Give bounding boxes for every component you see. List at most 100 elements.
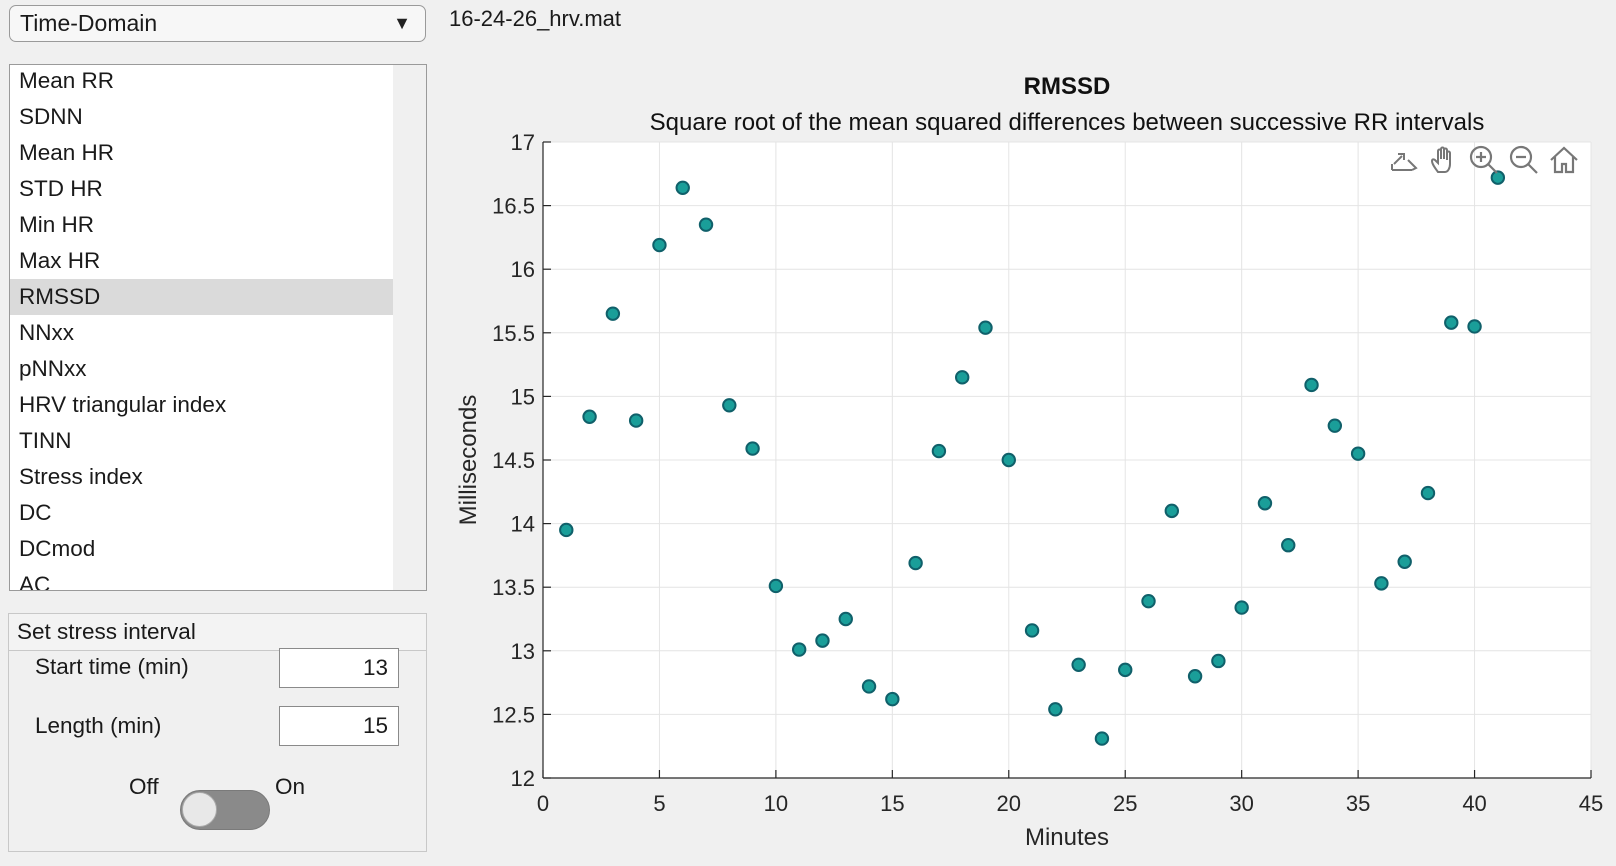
data-point xyxy=(1048,702,1063,717)
y-tick-label: 12 xyxy=(511,766,535,791)
data-point xyxy=(1327,418,1343,433)
data-point xyxy=(582,409,597,424)
data-point xyxy=(908,555,923,571)
data-point xyxy=(722,398,737,413)
data-point xyxy=(768,578,784,594)
y-tick-label: 13 xyxy=(511,639,535,664)
toggle-knob[interactable] xyxy=(182,792,217,827)
y-tick-label: 14.5 xyxy=(492,448,535,473)
metrics-listbox[interactable]: Mean RR SDNN Mean HR STD HR Min HR Max HR RMSS… xyxy=(9,64,427,591)
toggle-off-label: Off xyxy=(129,774,159,799)
chart-title: RMSSD xyxy=(1024,73,1111,100)
list-item[interactable]: DC xyxy=(19,500,52,525)
data-point xyxy=(1094,731,1110,746)
data-point xyxy=(1257,496,1273,511)
y-axis-label: Milliseconds xyxy=(455,395,482,526)
data-point xyxy=(1211,653,1226,669)
data-point xyxy=(652,237,667,253)
list-item[interactable]: HRV triangular index xyxy=(19,392,227,417)
data-point xyxy=(955,370,970,385)
y-tick-label: 13.5 xyxy=(492,575,535,600)
x-tick-label: 25 xyxy=(1113,791,1137,816)
data-point xyxy=(1071,657,1086,672)
data-point xyxy=(1490,170,1506,185)
x-tick-label: 20 xyxy=(997,791,1021,816)
list-item[interactable]: Mean RR xyxy=(19,68,115,93)
data-point xyxy=(1420,485,1436,501)
data-point xyxy=(1001,452,1016,468)
start-time-label: Start time (min) xyxy=(35,654,189,679)
data-point xyxy=(815,633,830,648)
y-tick-label: 17 xyxy=(511,130,535,155)
data-point xyxy=(1164,503,1180,519)
list-item[interactable]: pNNxx xyxy=(19,356,87,381)
data-point xyxy=(1467,319,1482,334)
list-item[interactable]: DCmod xyxy=(19,536,96,561)
stress-interval-panel: Set stress interval Start time (min) 13 … xyxy=(8,613,427,852)
panel-title: Set stress interval xyxy=(9,614,426,651)
dropdown-selected-value: Time-Domain xyxy=(20,10,158,36)
list-item[interactable]: Max HR xyxy=(19,248,101,273)
analysis-type-dropdown[interactable]: Time-Domain ▼ xyxy=(9,5,426,42)
x-tick-label: 0 xyxy=(537,791,549,816)
data-point xyxy=(559,522,574,538)
data-point xyxy=(675,180,690,195)
data-point xyxy=(1141,593,1156,609)
list-item[interactable]: STD HR xyxy=(19,176,103,201)
list-item[interactable]: Mean HR xyxy=(19,140,115,165)
data-point xyxy=(978,320,993,335)
list-item[interactable]: AC xyxy=(19,572,51,591)
data-point xyxy=(1281,538,1296,553)
y-tick-label: 16 xyxy=(511,257,535,282)
listbox-scrollbar[interactable] xyxy=(393,65,426,590)
x-tick-label: 40 xyxy=(1462,791,1486,816)
x-axis-label: Minutes xyxy=(1025,824,1109,851)
data-point xyxy=(1187,669,1203,684)
data-point xyxy=(1350,446,1366,461)
x-tick-label: 15 xyxy=(880,791,904,816)
list-item[interactable]: RMSSD xyxy=(10,279,393,315)
data-point xyxy=(885,691,900,707)
data-point xyxy=(1374,576,1389,591)
data-point xyxy=(1234,600,1249,615)
data-point xyxy=(628,413,644,428)
list-item[interactable]: Stress index xyxy=(19,464,143,489)
length-input[interactable]: 15 xyxy=(279,706,399,746)
start-time-input[interactable]: 13 xyxy=(279,648,399,688)
data-point xyxy=(605,306,621,321)
data-point xyxy=(1118,662,1133,678)
x-tick-label: 5 xyxy=(653,791,665,816)
file-name-label: 16-24-26_hrv.mat xyxy=(449,6,622,31)
zoom-in-icon[interactable] xyxy=(1465,140,1503,180)
y-tick-label: 14 xyxy=(511,512,535,537)
length-label: Length (min) xyxy=(35,713,162,738)
x-tick-label: 10 xyxy=(764,791,788,816)
data-point xyxy=(861,679,877,694)
stress-toggle-switch[interactable] xyxy=(180,790,270,830)
y-tick-label: 12.5 xyxy=(492,702,535,727)
y-tick-label: 15 xyxy=(511,384,535,409)
data-point xyxy=(1304,377,1319,393)
pan-icon[interactable] xyxy=(1425,140,1463,180)
home-icon[interactable] xyxy=(1545,140,1583,180)
list-item[interactable]: TINN xyxy=(19,428,72,453)
data-point xyxy=(931,443,947,459)
toggle-on-label: On xyxy=(275,774,306,799)
axes-toolbar xyxy=(1385,140,1583,180)
x-tick-label: 35 xyxy=(1346,791,1370,816)
chevron-down-icon[interactable]: ▼ xyxy=(393,13,411,33)
export-icon[interactable] xyxy=(1385,140,1423,180)
y-tick-label: 15.5 xyxy=(492,321,535,346)
data-point xyxy=(838,611,853,627)
data-point xyxy=(1397,554,1412,569)
x-tick-label: 45 xyxy=(1579,791,1603,816)
list-item[interactable]: Min HR xyxy=(19,212,95,237)
list-item[interactable]: NNxx xyxy=(19,320,74,345)
chart-subtitle: Square root of the mean squared differen… xyxy=(650,109,1485,136)
zoom-out-icon[interactable] xyxy=(1505,140,1543,180)
x-tick-label: 30 xyxy=(1229,791,1253,816)
data-point xyxy=(791,642,807,657)
list-item[interactable]: SDNN xyxy=(19,104,83,129)
data-point xyxy=(745,441,760,456)
